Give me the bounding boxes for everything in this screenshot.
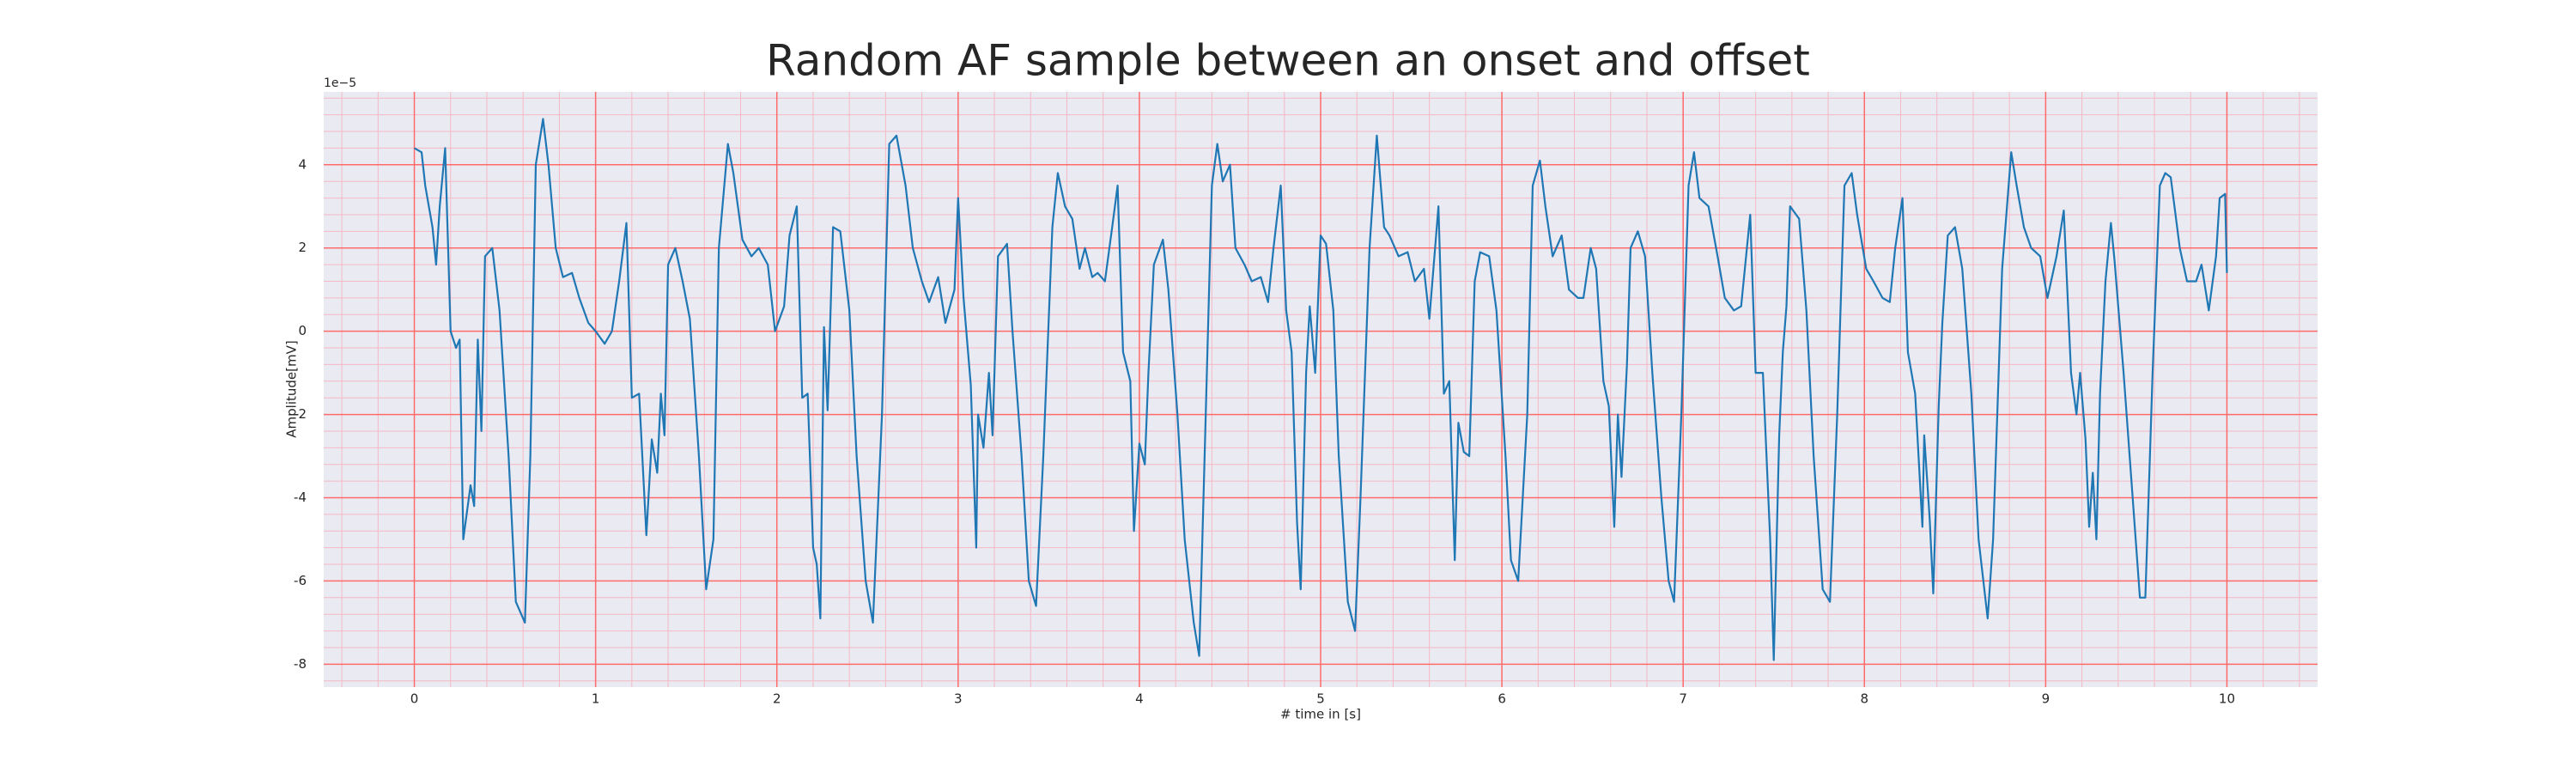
x-tick-label: 7 [1679, 691, 1687, 707]
x-tick-label: 9 [2042, 691, 2050, 707]
chart-title: Random AF sample between an onset and of… [766, 36, 1810, 86]
x-tick-label: 8 [1860, 691, 1868, 707]
x-tick-label: 4 [1135, 691, 1144, 707]
y-axis-label: Amplitude[mV] [284, 340, 300, 437]
signal-line [414, 118, 2228, 661]
x-tick-label: 10 [2219, 691, 2235, 707]
x-tick-label: 0 [410, 691, 419, 707]
x-axis-label: # time in [s] [1280, 707, 1361, 722]
y-tick-label: -4 [294, 490, 307, 505]
y-tick-label: 2 [298, 240, 307, 255]
x-tick-label: 3 [954, 691, 963, 707]
x-tick-label: 5 [1316, 691, 1325, 707]
x-tick-label: 1 [592, 691, 600, 707]
y-offset-label: 1e−5 [324, 76, 356, 90]
y-tick-label: -6 [294, 573, 307, 588]
y-tick-label: 0 [298, 323, 307, 338]
x-tick-label: 6 [1498, 691, 1506, 707]
y-tick-label: -8 [294, 656, 307, 672]
y-tick-label: -2 [294, 406, 307, 422]
y-tick-label: 4 [298, 156, 307, 172]
x-tick-label: 2 [773, 691, 781, 707]
